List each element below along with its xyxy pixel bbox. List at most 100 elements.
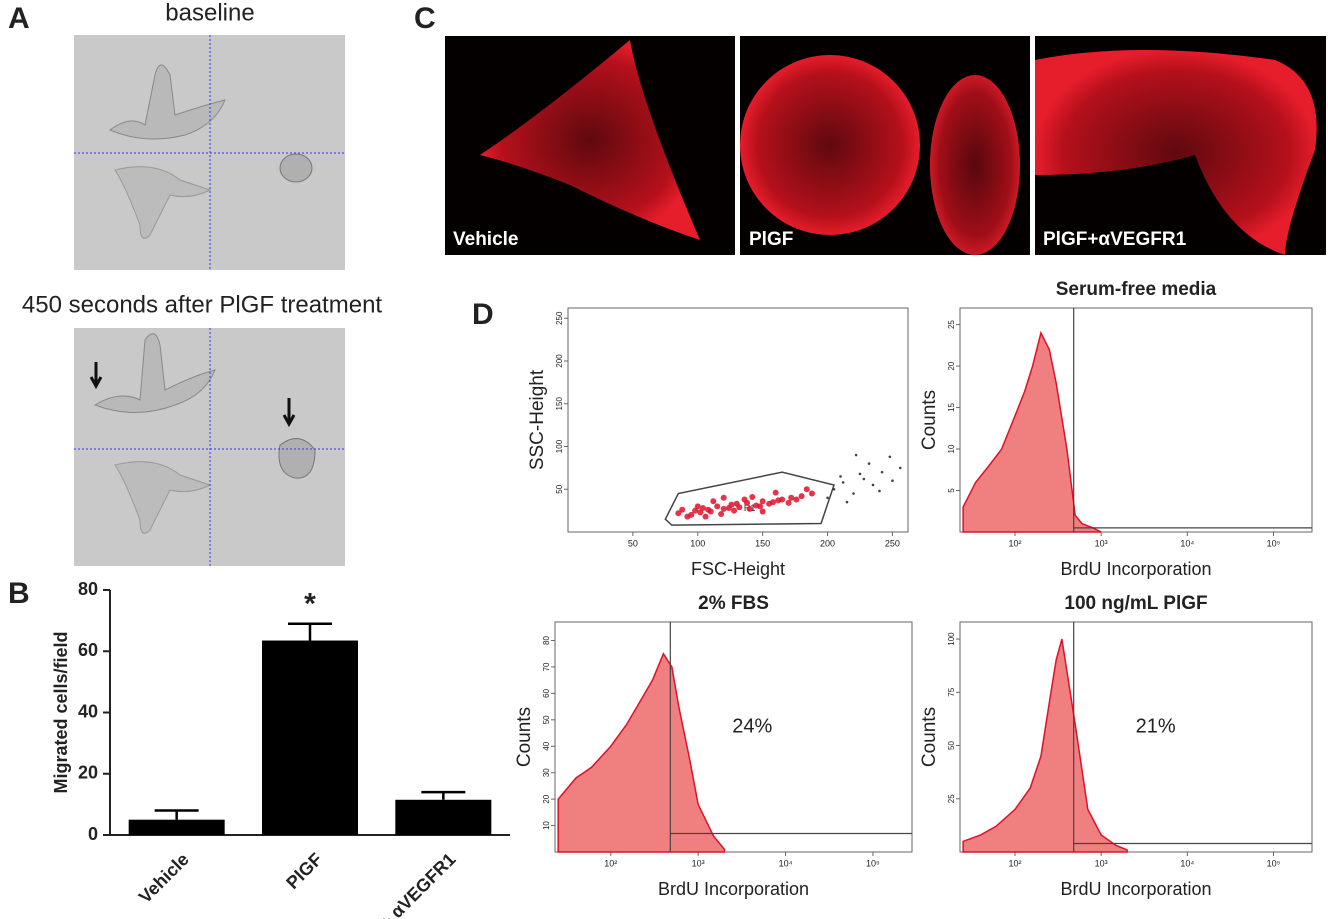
y-tick-label: 10 (542, 821, 551, 830)
percent-label: 21% (1136, 715, 1176, 737)
point (841, 481, 845, 484)
point (898, 466, 902, 470)
x-axis-label: BrdU Incorporation (1060, 559, 1211, 579)
image-label: Vehicle (453, 229, 519, 250)
image-label: PlGF (749, 229, 793, 250)
y-tick-label: 20 (542, 794, 551, 803)
plot-frame (959, 307, 1313, 533)
point (862, 477, 866, 481)
x-tick-label: 10⁵ (866, 858, 880, 868)
point (733, 500, 740, 507)
x-tick-label: 10⁵ (1267, 858, 1281, 868)
y-tick-label: 70 (542, 662, 551, 671)
bar (262, 640, 358, 835)
x-tick-label: 10² (604, 858, 617, 868)
y-tick-label: 5 (947, 488, 956, 493)
y-tick-label: 100 (555, 439, 564, 453)
point (720, 494, 727, 501)
point (759, 508, 766, 515)
point (718, 511, 725, 518)
y-tick-label: 50 (542, 715, 551, 724)
point (775, 497, 782, 504)
point (675, 510, 682, 517)
y-axis-label: Migrated cells/field (51, 631, 71, 793)
point (741, 496, 748, 503)
x-tick-label: 10⁴ (1180, 538, 1194, 548)
panel-label: C (414, 2, 436, 35)
fluorescence-images (445, 36, 1326, 255)
x-axis-label: BrdU Incorporation (1060, 879, 1211, 899)
point (785, 499, 792, 506)
point (854, 453, 858, 457)
point (694, 503, 701, 510)
histogram-area (557, 652, 726, 853)
y-tick-label: 40 (542, 741, 551, 750)
point (808, 490, 815, 497)
panel-label: A (8, 2, 30, 35)
x-axis-label: BrdU Incorporation (658, 879, 809, 899)
x-tick-label: 10³ (1095, 538, 1108, 548)
point (725, 505, 732, 512)
x-tick-label: 100 (690, 538, 705, 548)
y-tick-label: 100 (947, 632, 956, 646)
y-axis-label: Counts (514, 707, 535, 767)
histogram-area (962, 638, 1128, 853)
point (714, 503, 721, 510)
panel-label: D (472, 298, 494, 331)
point (839, 475, 842, 478)
point (891, 479, 894, 483)
point (798, 493, 805, 500)
y-tick-label: 20 (78, 763, 98, 783)
point (705, 506, 712, 513)
point (788, 494, 795, 501)
y-axis-label: Counts (919, 390, 940, 450)
x-tick-label: 10⁴ (779, 858, 793, 868)
error-bar (421, 790, 466, 800)
error-bar (288, 622, 332, 641)
x-tick-label: 10² (1008, 538, 1021, 548)
plot-frame (554, 621, 913, 853)
y-tick-label: 15 (947, 403, 956, 412)
y-tick-label: 200 (555, 354, 564, 368)
point (845, 500, 849, 504)
x-tick-label: 10³ (1095, 858, 1108, 868)
y-tick-label: 150 (555, 397, 564, 411)
point (731, 507, 738, 514)
x-tick-label: PlGF+ αVEGFR1 (346, 849, 460, 919)
point (757, 503, 764, 510)
point (746, 505, 753, 512)
y-tick-label: 60 (542, 688, 551, 697)
x-tick-label: 10⁵ (1267, 538, 1281, 548)
y-tick-label: 10 (947, 444, 956, 453)
x-axis-label: FSC-Height (691, 559, 785, 579)
x-tick-label: 10³ (692, 858, 705, 868)
y-tick-label: 30 (542, 768, 551, 777)
y-tick-label: 25 (947, 320, 956, 329)
point (766, 500, 773, 507)
point (826, 496, 829, 500)
x-tick-label: PlGF (282, 849, 326, 893)
percent-label: 24% (732, 715, 772, 737)
chart-title: Serum-free media (1056, 279, 1217, 300)
point (888, 455, 892, 459)
y-tick-label: 50 (555, 484, 564, 493)
point (880, 470, 884, 474)
y-tick-label: 40 (78, 701, 98, 721)
gate (664, 471, 836, 526)
y-tick-label: 80 (542, 636, 551, 645)
x-tick-label: Vehicle (135, 849, 193, 907)
panel-label: B (8, 577, 30, 610)
point (679, 506, 686, 513)
histogram-area (962, 330, 1102, 533)
x-tick-label: 50 (628, 538, 638, 548)
y-tick-label: 50 (947, 741, 956, 750)
y-tick-label: 60 (78, 640, 98, 660)
point (697, 509, 704, 516)
point (688, 511, 695, 518)
point (772, 489, 779, 496)
point (710, 498, 717, 505)
error-bar (154, 809, 199, 820)
y-axis-label: Counts (919, 707, 940, 767)
y-tick-label: 80 (78, 579, 98, 599)
bar (128, 819, 225, 835)
